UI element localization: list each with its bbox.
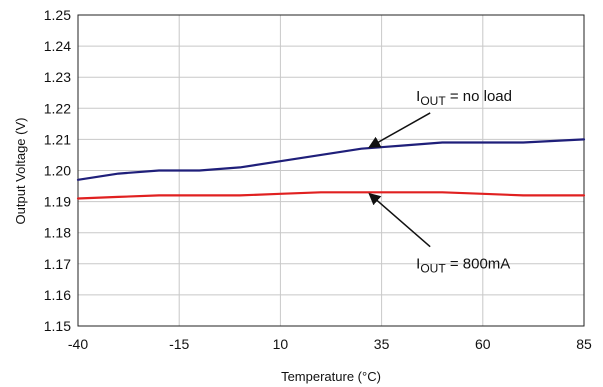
tick-labels: 1.15 1.16 1.17 1.18 1.19 1.20 1.21 1.22 1.23 1.24…: [44, 7, 592, 352]
plot-frame: [77, 14, 585, 327]
annotation-arrow-0: [368, 112, 431, 148]
series-line-1: [76, 191, 586, 200]
x-tick-label: 10: [273, 336, 289, 352]
annotation-label-0: IOUT = no load: [416, 88, 512, 108]
y-tick-label: 1.19: [44, 194, 71, 210]
x-tick-label: 35: [374, 336, 390, 352]
x-tick-label: 85: [576, 336, 592, 352]
y-tick-label: 1.21: [44, 131, 71, 147]
y-tick-label: 1.25: [44, 7, 71, 23]
series-line-0: [76, 138, 586, 181]
series-layer: [76, 138, 586, 200]
x-tick-label: 60: [475, 336, 491, 352]
annotation-label-1: IOUT = 800mA: [416, 256, 510, 276]
y-tick-label: 1.17: [44, 256, 71, 272]
y-tick-label: 1.16: [44, 287, 71, 303]
y-axis-title: Output Voltage (V): [13, 118, 28, 225]
y-tick-label: 1.22: [44, 100, 71, 116]
y-tick-label: 1.24: [44, 38, 71, 54]
annotation-arrow-1: [368, 192, 431, 248]
annotations: IOUT = no load IOUT = 800mA: [368, 88, 512, 276]
y-tick-label: 1.23: [44, 69, 71, 85]
y-tick-label: 1.18: [44, 225, 71, 241]
x-tick-label: -40: [68, 336, 88, 352]
x-axis-title: Temperature (°C): [281, 369, 381, 384]
y-tick-label: 1.15: [44, 318, 71, 334]
y-tick-label: 1.20: [44, 163, 71, 179]
x-tick-label: -15: [169, 336, 189, 352]
